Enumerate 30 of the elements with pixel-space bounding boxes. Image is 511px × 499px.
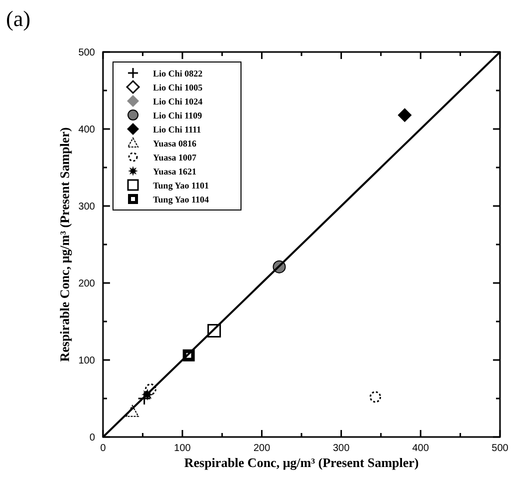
legend-label: Yuasa 1621 bbox=[153, 166, 197, 176]
x-tick-label: 0 bbox=[100, 443, 106, 454]
y-tick-label: 400 bbox=[78, 124, 96, 136]
x-tick-label: 200 bbox=[253, 443, 271, 454]
y-tick-label: 200 bbox=[78, 278, 96, 290]
y-tick-label: 300 bbox=[78, 202, 96, 212]
legend-label: Yuasa 0816 bbox=[153, 138, 197, 148]
y-tick-label: 0 bbox=[89, 432, 96, 444]
point bbox=[398, 108, 412, 122]
point bbox=[126, 405, 139, 417]
x-tick-label: 400 bbox=[412, 443, 430, 454]
legend-label: Tung Yao 1101 bbox=[153, 180, 210, 190]
y-tick-label: 500 bbox=[78, 48, 96, 58]
legend-label: Lio Chi 1111 bbox=[153, 124, 202, 134]
legend-label: Tung Yao 1104 bbox=[153, 194, 210, 204]
x-tick-label: 500 bbox=[492, 443, 509, 454]
point bbox=[138, 392, 152, 406]
legend-label: Lio Chi 1109 bbox=[153, 110, 203, 120]
legend-label: Lio Chi 0822 bbox=[153, 68, 204, 78]
y-tick-label: 100 bbox=[78, 356, 96, 366]
chart-title: (a) bbox=[6, 6, 30, 31]
x-tick-label: 300 bbox=[332, 443, 350, 454]
x-tick-label: 100 bbox=[174, 443, 192, 454]
legend-label: Yuasa 1007 bbox=[153, 152, 197, 162]
legend-label: Lio Chi 1024 bbox=[153, 96, 204, 106]
point bbox=[144, 384, 156, 396]
y-axis-title: Respirable Conc, μg/m³ (Present Sampler) bbox=[57, 127, 72, 362]
legend-label: Lio Chi 1005 bbox=[153, 82, 204, 92]
point bbox=[370, 391, 382, 403]
x-axis-title: Respirable Conc, μg/m³ (Present Sampler) bbox=[184, 455, 419, 470]
